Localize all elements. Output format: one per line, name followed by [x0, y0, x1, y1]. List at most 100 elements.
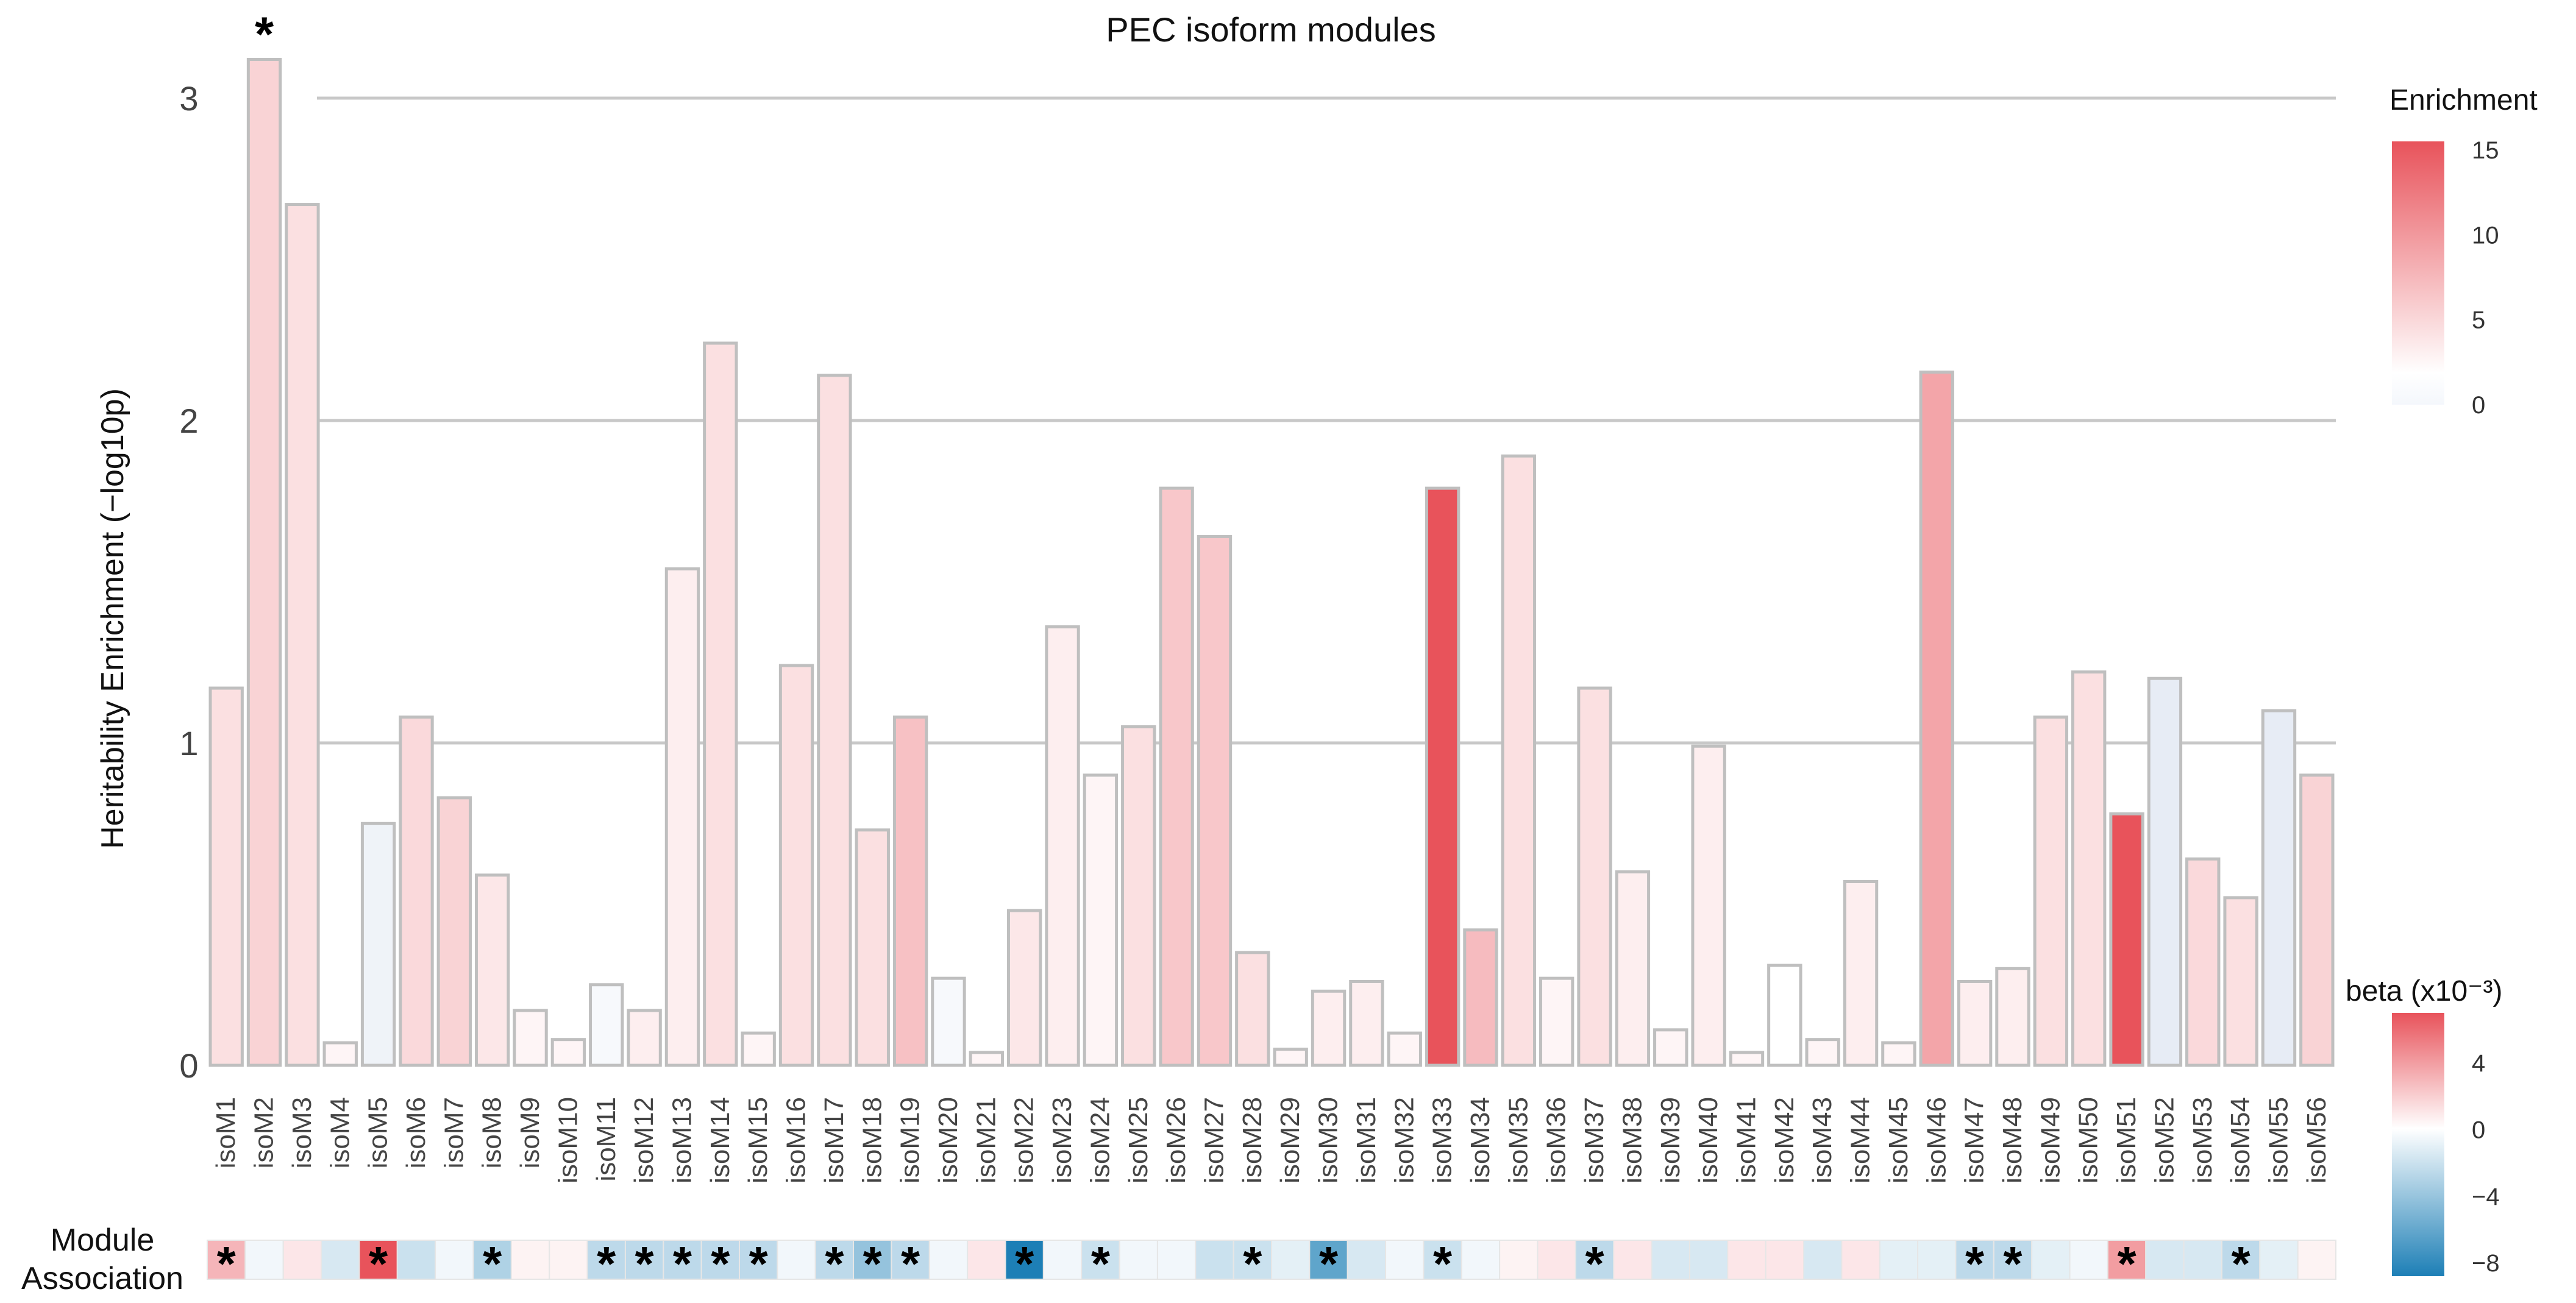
x-tick-label: isoM16: [781, 1097, 811, 1184]
association-tile-isoM26: [1156, 1240, 1197, 1280]
x-tick-label: isoM13: [667, 1097, 697, 1184]
association-tile-isoM4: [321, 1240, 360, 1280]
association-tile-isoM11: [586, 1240, 626, 1280]
association-tile-isoM35: [1499, 1240, 1539, 1280]
x-tick-label: isoM40: [1693, 1097, 1723, 1184]
association-tile-isoM36: [1537, 1240, 1576, 1280]
bar-isoM45: [1881, 1041, 1916, 1067]
association-tile-isoM52: [2145, 1240, 2185, 1280]
bar-isoM23: [1045, 625, 1080, 1067]
bar-isoM46: [1919, 371, 1954, 1067]
bar-isoM2: [246, 58, 282, 1067]
association-tile-isoM15: [739, 1240, 778, 1280]
module-association-row: * * * * * * * * * * * * * * * * * * * * *: [207, 1237, 2336, 1291]
association-star: *: [1091, 1237, 1111, 1291]
association-tile-isoM5: [358, 1240, 398, 1280]
x-tick-label: isoM44: [1846, 1097, 1876, 1184]
association-tile-isoM12: [624, 1240, 664, 1280]
association-tile-isoM34: [1461, 1240, 1501, 1280]
bar-isoM18: [855, 828, 890, 1067]
x-tick-label: isoM32: [1389, 1097, 1419, 1184]
gridlines: [317, 96, 2336, 745]
association-tile-isoM6: [396, 1240, 436, 1280]
legend-tick-label: 15: [2472, 137, 2499, 164]
bar-isoM20: [931, 976, 966, 1067]
association-tile-isoM8: [472, 1240, 512, 1280]
bar-isoM42: [1767, 964, 1802, 1067]
bar-isoM1: [208, 686, 244, 1067]
bar-isoM36: [1539, 976, 1574, 1067]
association-tile-isoM23: [1042, 1240, 1083, 1280]
bar-isoM9: [513, 1009, 548, 1067]
legend-tick-label: 0: [2472, 392, 2485, 419]
bar-isoM17: [817, 374, 852, 1067]
association-tile-isoM2: [244, 1240, 284, 1280]
bar-isoM54: [2223, 896, 2258, 1067]
bar-isoM21: [969, 1051, 1005, 1067]
bar-isoM14: [703, 341, 738, 1067]
association-tile-isoM38: [1613, 1240, 1653, 1280]
association-tile-isoM7: [435, 1240, 474, 1280]
x-tick-label: isoM10: [553, 1097, 583, 1184]
x-tick-label: isoM14: [705, 1097, 735, 1184]
x-tick-label: isoM30: [1314, 1097, 1343, 1184]
association-tile-isoM31: [1347, 1240, 1387, 1280]
x-tick-label: isoM36: [1542, 1097, 1571, 1184]
association-tile-isoM45: [1879, 1240, 1919, 1280]
legend-enrichment: Enrichment 15 10 5 0: [2389, 84, 2538, 419]
association-tile-isoM55: [2259, 1240, 2299, 1280]
bar-isoM50: [2071, 670, 2107, 1067]
association-tile-isoM24: [1081, 1240, 1120, 1280]
bar-isoM47: [1957, 979, 1993, 1067]
association-label-line2: Association: [21, 1261, 183, 1296]
legend-tick-label: 4: [2472, 1050, 2485, 1077]
association-tile-isoM46: [1917, 1240, 1957, 1280]
x-tick-label: isoM23: [1047, 1097, 1077, 1184]
bar-isoM32: [1387, 1031, 1422, 1067]
association-tile-isoM18: [853, 1240, 892, 1280]
association-star: *: [673, 1237, 692, 1291]
legend-beta-colorbar: [2392, 1013, 2444, 1276]
x-tick-label: isoM48: [1998, 1097, 2027, 1184]
association-tile-isoM33: [1423, 1240, 1462, 1280]
legend-tick-label: 5: [2472, 307, 2485, 334]
association-tile-isoM53: [2183, 1240, 2222, 1280]
bar-isoM24: [1083, 773, 1119, 1067]
x-tick-label: isoM56: [2302, 1097, 2332, 1184]
association-tile-isoM41: [1727, 1240, 1767, 1280]
association-tile-isoM20: [928, 1240, 969, 1280]
legend-tick-label: −4: [2472, 1184, 2500, 1210]
legend-beta-title: beta (x10⁻³): [2346, 975, 2502, 1007]
x-tick-label: isoM29: [1275, 1097, 1305, 1184]
bar-isoM48: [1995, 967, 2030, 1067]
bar-isoM37: [1577, 686, 1612, 1067]
x-tick-label: isoM31: [1351, 1097, 1381, 1184]
bar-isoM33: [1425, 486, 1461, 1067]
x-tick-label: isoM50: [2074, 1097, 2104, 1184]
x-tick-label: isoM35: [1503, 1097, 1533, 1184]
bar-isoM8: [474, 873, 510, 1067]
bar-isoM35: [1501, 454, 1537, 1067]
bar-isoM53: [2185, 857, 2221, 1067]
bar-isoM52: [2147, 676, 2183, 1067]
y-tick-label: 3: [179, 79, 198, 118]
legend-tick-label: 10: [2472, 222, 2499, 249]
association-tile-isoM47: [1955, 1240, 1994, 1280]
association-tile-isoM17: [814, 1240, 855, 1280]
association-tile-isoM29: [1271, 1240, 1311, 1280]
x-tick-label: isoM54: [2226, 1097, 2255, 1184]
bar-isoM34: [1463, 928, 1498, 1067]
association-star: *: [711, 1237, 730, 1291]
x-tick-label: isoM9: [515, 1097, 545, 1168]
association-tile-isoM32: [1385, 1240, 1425, 1280]
bar-isoM51: [2109, 812, 2144, 1067]
association-tile-isoM56: [2297, 1240, 2336, 1280]
association-star: *: [2003, 1237, 2023, 1291]
bar-isoM39: [1653, 1028, 1688, 1067]
association-tile-isoM3: [282, 1240, 322, 1280]
bar-isoM27: [1197, 534, 1233, 1067]
association-star: *: [597, 1237, 616, 1291]
bar-isoM6: [399, 715, 434, 1067]
association-tile-isoM49: [2031, 1240, 2071, 1280]
